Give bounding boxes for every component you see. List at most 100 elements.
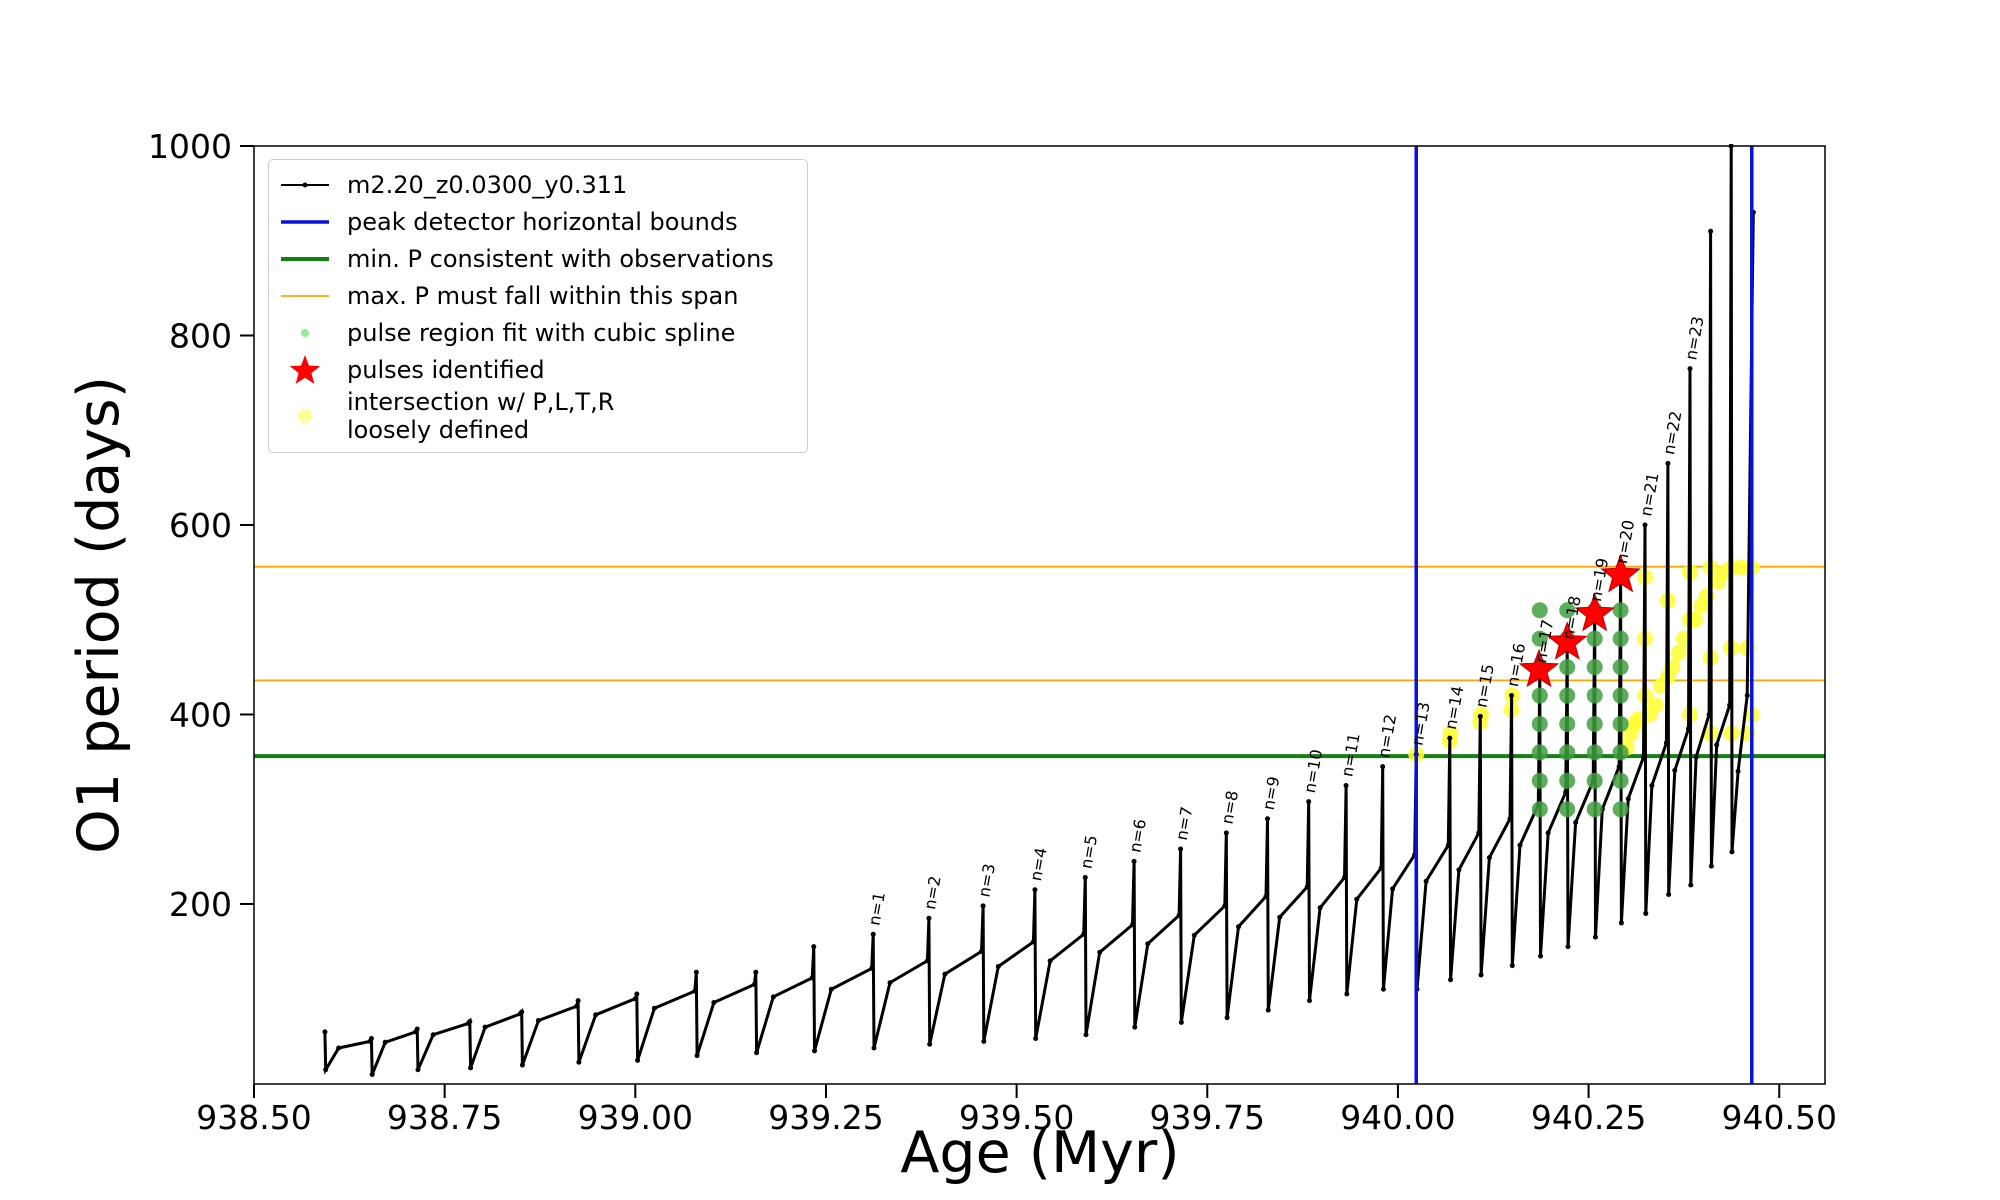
series-point	[1616, 764, 1622, 770]
x-tick-label: 940.00	[1340, 1098, 1455, 1137]
series-point	[467, 1018, 473, 1024]
series-point	[711, 1000, 717, 1006]
pulse-annotation: n=15	[1472, 663, 1498, 710]
scatter-point	[1586, 801, 1603, 818]
y-tick-label: 400	[169, 695, 232, 734]
series-point	[1688, 882, 1694, 888]
series-point	[1390, 886, 1396, 892]
series-point	[1666, 892, 1672, 898]
pulse-annotation: n=14	[1441, 684, 1467, 731]
series-point	[1693, 754, 1699, 760]
series-point	[1618, 920, 1624, 926]
legend-swatch	[298, 409, 312, 423]
series-point	[575, 998, 581, 1004]
series-point	[942, 971, 948, 977]
series-point	[1081, 931, 1087, 937]
series-point	[1640, 754, 1646, 760]
series-point	[1132, 1024, 1138, 1030]
pulse-annotation: n=6	[1125, 817, 1150, 854]
series-point	[1507, 816, 1513, 822]
series-point	[593, 1012, 599, 1018]
pulse-annotation: n=19	[1586, 556, 1612, 603]
series-point	[1176, 912, 1182, 918]
series-point	[1306, 799, 1312, 805]
series-point	[1708, 228, 1714, 234]
legend-entry: pulses identified	[269, 351, 807, 388]
series-point	[1672, 767, 1678, 773]
legend-entry: m2.20_z0.0300_y0.311	[269, 166, 807, 203]
series-point	[430, 1032, 436, 1038]
legend-entry: intersection w/ P,L,T,R loosely defined	[269, 388, 807, 444]
scatter-point	[1670, 644, 1687, 661]
series-point	[1224, 1015, 1230, 1021]
axes-frame	[253, 145, 1826, 1085]
series-point	[692, 988, 698, 994]
x-tick-label: 938.75	[387, 1098, 502, 1137]
pulse-annotation: n=12	[1374, 713, 1400, 760]
legend-icon	[281, 182, 329, 187]
series-point	[1344, 991, 1350, 997]
legend-icon	[281, 294, 329, 297]
series-point	[1047, 958, 1053, 964]
scatter-point	[1586, 687, 1603, 704]
series-point	[1178, 1019, 1184, 1025]
series-point	[694, 1053, 700, 1059]
pulse-annotation: n=2	[920, 874, 945, 911]
series-point	[870, 931, 876, 937]
scatter-point	[1586, 715, 1603, 732]
series-point	[1236, 924, 1242, 930]
x-tick-label: 939.25	[768, 1098, 883, 1137]
series-point	[1223, 830, 1229, 836]
series-point	[1685, 726, 1691, 732]
series-point	[1265, 816, 1271, 822]
series-point	[1509, 963, 1515, 969]
series-point	[1643, 910, 1649, 916]
scatter-point	[1442, 725, 1459, 742]
series-point	[635, 1057, 641, 1063]
scatter-point	[1559, 715, 1576, 732]
series-point	[1191, 932, 1197, 938]
scatter-point	[1612, 715, 1629, 732]
series-point	[979, 948, 985, 954]
series-point	[1687, 366, 1693, 372]
pulse-annotation: n=22	[1659, 410, 1685, 457]
legend-entry: peak detector horizontal bounds	[269, 203, 807, 240]
series-point	[1178, 846, 1184, 852]
x-tick-label: 938.50	[196, 1098, 311, 1137]
legend-icon	[289, 354, 321, 384]
scatter-point	[1612, 744, 1629, 761]
plot-area	[254, 144, 1825, 1084]
pulse-annotation: n=7	[1172, 805, 1197, 842]
series-point	[322, 1029, 328, 1035]
legend-label: peak detector horizontal bounds	[347, 207, 738, 236]
series-point	[753, 969, 759, 975]
pulse-star	[1518, 648, 1560, 688]
scatter-point	[1531, 801, 1548, 818]
series-point	[980, 903, 986, 909]
series-point	[1265, 1007, 1271, 1013]
series-point	[1317, 905, 1323, 911]
scatter-point	[1531, 772, 1548, 789]
legend-entry: pulse region fit with cubic spline	[269, 314, 807, 351]
series-point	[1082, 874, 1088, 880]
series-point	[1642, 522, 1648, 528]
x-tick-label: 939.00	[578, 1098, 693, 1137]
pulse-annotation: n=11	[1337, 732, 1363, 779]
series-point	[1735, 768, 1741, 774]
series-point	[1727, 702, 1733, 708]
pulse-annotation: n=4	[1026, 846, 1051, 883]
series-point	[1665, 460, 1671, 466]
series-point	[336, 1045, 342, 1051]
series-point	[1456, 867, 1462, 873]
scatter-point	[1612, 772, 1629, 789]
series-point	[1131, 858, 1137, 864]
pulse-annotation: n=9	[1259, 775, 1284, 812]
series-point	[809, 975, 815, 981]
series-point	[1563, 789, 1569, 795]
legend-icon	[298, 409, 312, 423]
series-point	[1145, 941, 1151, 947]
legend-label: max. P must fall within this span	[347, 281, 739, 310]
series-point	[1477, 713, 1483, 719]
